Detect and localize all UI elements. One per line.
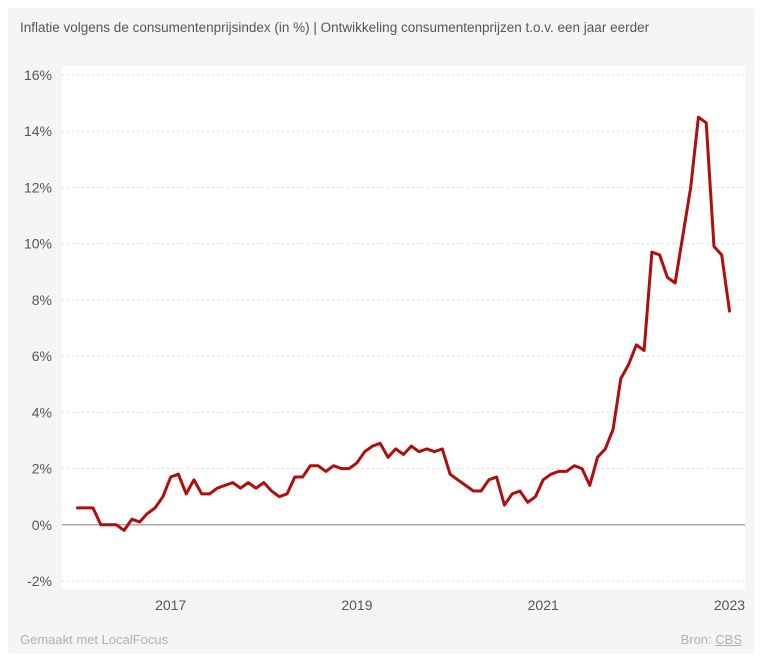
y-tick-label: 2% — [32, 461, 52, 477]
y-tick-label: 14% — [24, 123, 52, 139]
y-tick-label: -2% — [27, 573, 52, 589]
chart-title: Inflatie volgens de consumentenprijsinde… — [20, 20, 650, 35]
x-tick-label: 2023 — [714, 597, 745, 613]
x-tick-label: 2017 — [155, 597, 186, 613]
y-tick-label: 6% — [32, 348, 52, 364]
made-with-label: Gemaakt met LocalFocus — [20, 632, 169, 647]
y-tick-label: 0% — [32, 517, 52, 533]
x-tick-label: 2019 — [341, 597, 372, 613]
source-link[interactable]: CBS — [715, 632, 742, 647]
x-tick-label: 2021 — [528, 597, 559, 613]
series-layer — [76, 115, 731, 532]
gridlines — [62, 74, 745, 582]
y-tick-label: 10% — [24, 236, 52, 252]
series-line — [76, 115, 731, 532]
plot-area — [62, 66, 745, 589]
y-tick-label: 16% — [24, 67, 52, 83]
y-tick-label: 12% — [24, 179, 52, 195]
y-tick-label: 4% — [32, 404, 52, 420]
source-credit: Bron: CBS — [681, 632, 742, 647]
source-prefix: Bron: — [680, 632, 712, 647]
y-tick-label: 8% — [32, 292, 52, 308]
y-axis: -2% 0% 2% 4% 6% 8% 10% 12% 14% 16% — [24, 67, 52, 589]
x-axis: 2017 2019 2021 2023 — [155, 597, 745, 613]
